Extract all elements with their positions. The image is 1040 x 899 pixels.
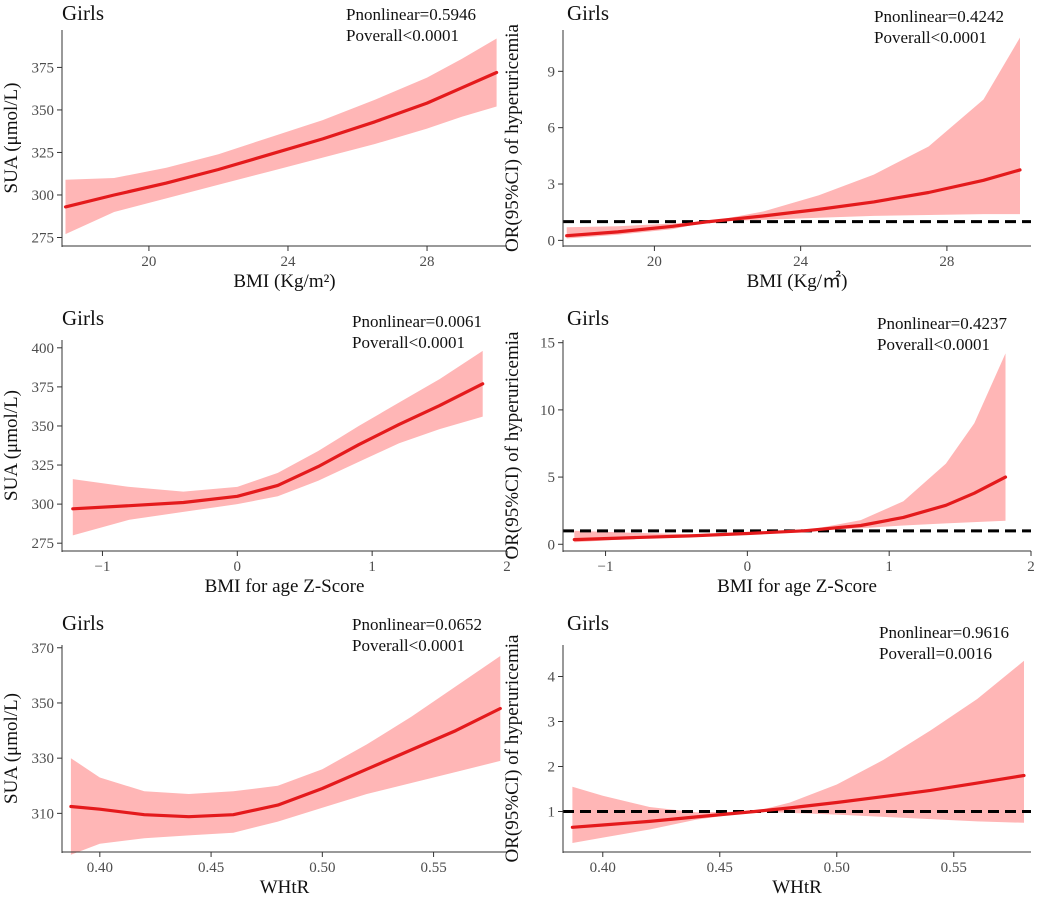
x-tick-label: 0.50 <box>309 860 335 876</box>
confidence-band <box>72 350 483 536</box>
x-tick-label: 20 <box>141 254 156 270</box>
panel-title: Girls <box>62 1 104 25</box>
chart-panel-p4: −1 0 1 2 0 5 10 15 BMI for age Z-Score OR(95%CI) … <box>502 306 1035 597</box>
chart-panel-p3: −1 0 1 2 275 300 325 350 375 400 BMI for age Z-Sco… <box>1 306 511 597</box>
y-tick-label: 300 <box>32 188 55 204</box>
x-tick-label: 0 <box>234 559 242 575</box>
chart-panel-p6: 0.40 0.45 0.50 0.55 1 2 3 4 WHtR OR(95%CI) of hyp… <box>502 611 1031 898</box>
x-tick-label: 0.50 <box>824 860 850 876</box>
p-value-annotation: Poverall<0.0001 <box>877 335 990 354</box>
y-axis-title: OR(95%CI) of hyperuricemia <box>502 331 523 559</box>
p-value-annotation: Pnonlinear=0.5946 <box>346 5 476 24</box>
y-tick-label: 350 <box>32 696 55 712</box>
p-value-annotation: Pnonlinear=0.4242 <box>874 7 1004 26</box>
panel-title: Girls <box>62 611 104 635</box>
x-tick-label: 28 <box>420 254 435 270</box>
y-tick-label: 275 <box>32 536 55 552</box>
p-value-annotation: Poverall<0.0001 <box>352 636 465 655</box>
y-tick-label: 300 <box>32 497 55 513</box>
x-tick-label: 28 <box>939 254 954 270</box>
confidence-band <box>65 38 497 235</box>
x-axis-title: BMI for age Z-Score <box>205 576 365 597</box>
x-tick-label: 24 <box>280 254 296 270</box>
confidence-band <box>572 660 1024 843</box>
confidence-band <box>566 37 1020 239</box>
y-tick-label: 400 <box>32 341 55 357</box>
panel-title: Girls <box>567 306 609 330</box>
x-axis-title: WHtR <box>772 877 822 898</box>
x-tick-label: −1 <box>598 559 614 575</box>
p-value-annotation: Poverall<0.0001 <box>346 26 459 45</box>
chart-panel-p1: 20 24 28 275 300 325 350 375 BMI (Kg/m²) SUA (μmo… <box>1 1 507 292</box>
estimate-line <box>565 168 1022 238</box>
y-tick-label: 0 <box>548 233 556 249</box>
y-tick-label: 15 <box>540 336 555 352</box>
y-tick-label: 9 <box>548 64 556 80</box>
y-tick-label: 5 <box>548 470 556 486</box>
y-tick-label: 325 <box>32 458 55 474</box>
y-axis-title: OR(95%CI) of hyperuricemia <box>502 23 523 251</box>
x-tick-label: 0.40 <box>590 860 616 876</box>
p-value-annotation: Pnonlinear=0.0652 <box>352 615 482 634</box>
x-tick-label: 0.45 <box>707 860 733 876</box>
p-value-annotation: Poverall=0.0016 <box>879 644 992 663</box>
x-tick-label: 1 <box>368 559 376 575</box>
x-axis-title: BMI for age Z-Score <box>717 576 877 597</box>
y-tick-label: 2 <box>548 760 556 776</box>
confidence-band <box>70 656 501 855</box>
y-tick-label: 350 <box>32 419 55 435</box>
y-axis-title: SUA (μmol/L) <box>1 390 22 501</box>
y-tick-label: 0 <box>548 537 556 553</box>
estimate-line <box>71 382 485 511</box>
confidence-band <box>574 353 1006 543</box>
p-value-annotation: Pnonlinear=0.9616 <box>879 623 1009 642</box>
panel-title: Girls <box>567 1 609 25</box>
y-tick-label: 310 <box>32 806 55 822</box>
x-tick-label: 2 <box>1027 559 1035 575</box>
y-tick-label: 350 <box>32 103 55 119</box>
x-tick-label: 0.40 <box>87 860 113 876</box>
x-tick-label: 0 <box>744 559 752 575</box>
chart-panel-p2: 20 24 28 0 3 6 9 BMI (Kg/㎡) OR(95%CI) of hyperur… <box>502 1 1031 292</box>
x-tick-label: 2 <box>503 559 511 575</box>
x-axis-title: BMI (Kg/㎡) <box>747 269 848 292</box>
p-value-annotation: Poverall<0.0001 <box>874 28 987 47</box>
x-tick-label: 0.55 <box>420 860 446 876</box>
x-tick-label: −1 <box>94 559 110 575</box>
y-tick-label: 3 <box>548 715 556 731</box>
y-tick-label: 6 <box>548 121 556 137</box>
y-axis-title: OR(95%CI) of hyperuricemia <box>502 634 523 862</box>
p-value-annotation: Pnonlinear=0.0061 <box>352 312 482 331</box>
estimate-line <box>572 475 1008 542</box>
y-tick-label: 275 <box>32 230 55 246</box>
x-axis-title: BMI (Kg/m²) <box>233 271 335 292</box>
p-value-annotation: Poverall<0.0001 <box>352 333 465 352</box>
x-tick-label: 24 <box>793 254 809 270</box>
estimate-line <box>570 773 1026 829</box>
panel-title: Girls <box>62 306 104 330</box>
y-tick-label: 3 <box>548 177 556 193</box>
estimate-line <box>69 706 502 819</box>
y-tick-label: 1 <box>548 805 556 821</box>
y-axis-title: SUA (μmol/L) <box>1 693 22 804</box>
x-tick-label: 0.55 <box>941 860 967 876</box>
p-value-annotation: Pnonlinear=0.4237 <box>877 314 1007 333</box>
estimate-line <box>63 70 499 209</box>
panel-title: Girls <box>567 611 609 635</box>
y-tick-label: 370 <box>32 641 55 657</box>
y-tick-label: 10 <box>540 403 555 419</box>
y-axis-title: SUA (μmol/L) <box>1 83 22 194</box>
x-tick-label: 1 <box>885 559 893 575</box>
y-tick-label: 325 <box>32 145 55 161</box>
y-tick-label: 4 <box>548 670 556 686</box>
y-tick-label: 375 <box>32 380 55 396</box>
y-tick-label: 330 <box>32 751 55 767</box>
x-axis-title: WHtR <box>260 877 310 898</box>
chart-panel-p5: 0.40 0.45 0.50 0.55 310 330 350 370 WHtR SUA (μmo… <box>1 611 507 898</box>
y-tick-label: 375 <box>32 60 55 76</box>
x-tick-label: 20 <box>647 254 662 270</box>
x-tick-label: 0.45 <box>198 860 224 876</box>
